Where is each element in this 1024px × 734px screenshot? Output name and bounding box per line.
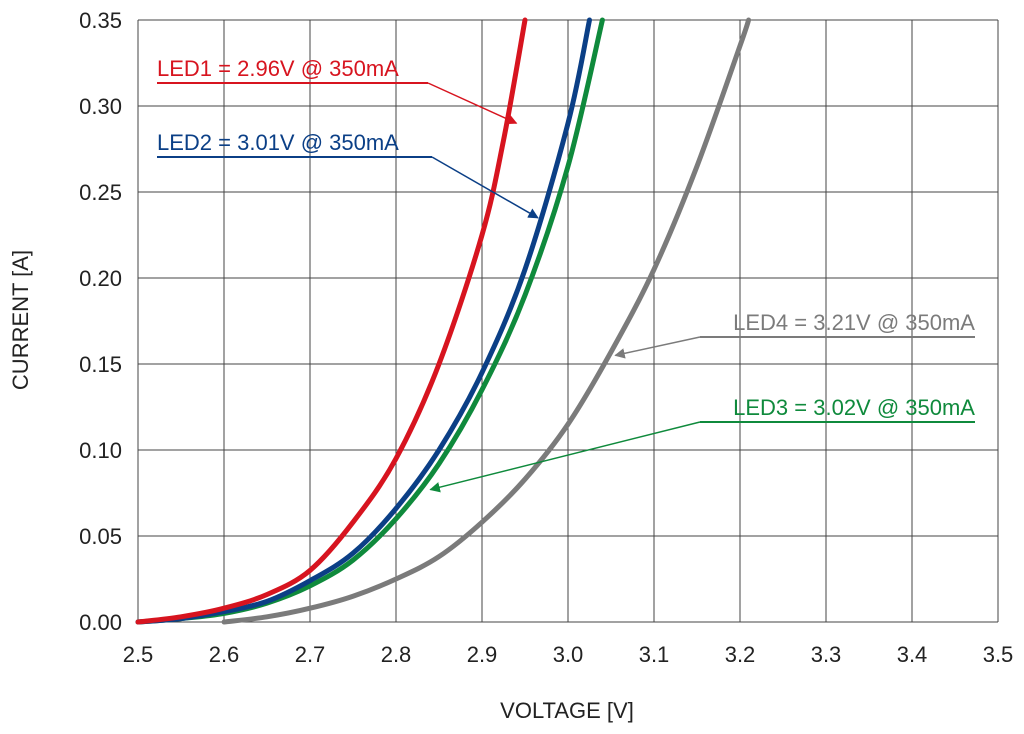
tick-labels: 2.5 2.6 2.7 2.8 2.9 3.0 3.1 3.2 3.3 3.4 3.5 0.00 0.0…	[79, 8, 1013, 667]
series-line-led3	[135, 17, 605, 625]
y-axis-title: CURRENT [A]	[8, 250, 33, 390]
annotation-arrow-led3	[429, 421, 701, 493]
y-tick-label: 0.05	[79, 524, 122, 549]
data-series	[135, 17, 752, 625]
x-tick-label: 3.2	[725, 642, 756, 667]
annotation-label-led4: LED4 = 3.21V @ 350mA	[733, 310, 975, 335]
series-line-led2	[135, 17, 592, 625]
x-tick-label: 2.8	[381, 642, 412, 667]
x-axis-title: VOLTAGE [V]	[500, 698, 634, 723]
y-tick-label: 0.15	[79, 352, 122, 377]
annotation-label-led1: LED1 = 2.96V @ 350mA	[157, 56, 399, 81]
x-tick-label: 2.6	[209, 642, 240, 667]
y-tick-label: 0.35	[79, 8, 122, 33]
y-tick-label: 0.20	[79, 266, 122, 291]
series-line-led4	[221, 17, 752, 625]
x-tick-label: 3.3	[811, 642, 842, 667]
y-tick-label: 0.10	[79, 438, 122, 463]
y-tick-label: 0.30	[79, 94, 122, 119]
x-tick-label: 2.5	[123, 642, 154, 667]
annotation-arrow-led2	[431, 156, 539, 219]
x-tick-label: 2.7	[295, 642, 326, 667]
series-line-led1	[135, 17, 528, 625]
x-tick-label: 3.5	[983, 642, 1014, 667]
x-tick-label: 2.9	[467, 642, 498, 667]
annotations: LED1 = 2.96V @ 350mA LED2 = 3.01V @ 350mA…	[157, 56, 975, 493]
x-tick-label: 3.0	[553, 642, 584, 667]
annotation-arrow-led1	[427, 82, 518, 125]
x-tick-label: 3.1	[639, 642, 670, 667]
annotation-arrow-led4	[614, 336, 701, 359]
annotation-label-led2: LED2 = 3.01V @ 350mA	[157, 130, 399, 155]
y-tick-label: 0.00	[79, 610, 122, 635]
x-tick-label: 3.4	[897, 642, 928, 667]
annotation-label-led3: LED3 = 3.02V @ 350mA	[733, 395, 975, 420]
y-tick-label: 0.25	[79, 180, 122, 205]
